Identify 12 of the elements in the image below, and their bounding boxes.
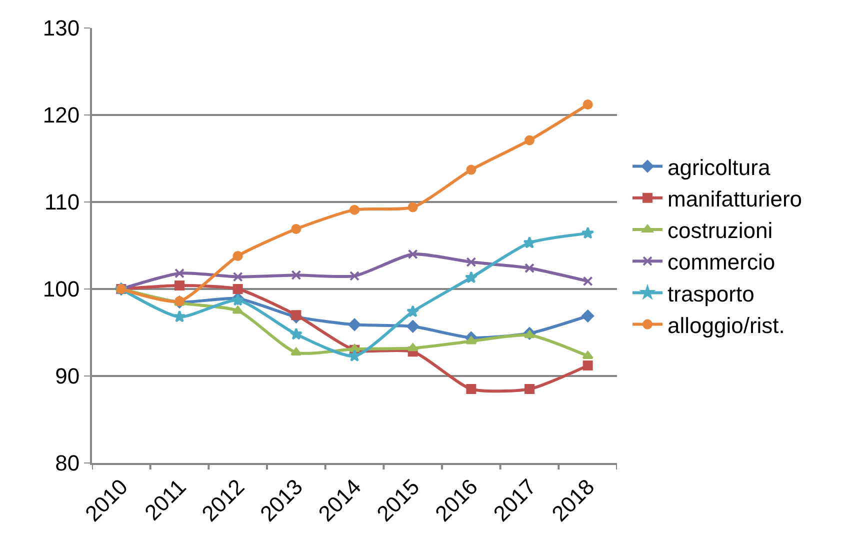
legend-label: costruzioni: [668, 218, 773, 244]
legend-label: manifatturiero: [668, 186, 802, 212]
y-tick-label: 130: [42, 16, 80, 41]
legend-label: trasporto: [668, 281, 754, 306]
y-tick-label: 110: [44, 190, 80, 215]
legend-label: commercio: [668, 250, 776, 275]
legend-label: alloggio/rist.: [668, 312, 785, 338]
y-tick-label: 90: [55, 364, 80, 389]
y-tick-label: 100: [42, 276, 80, 302]
legend-label: agricoltura: [668, 154, 771, 180]
y-tick-label: 120: [42, 102, 80, 128]
y-tick-label: 80: [55, 450, 80, 476]
